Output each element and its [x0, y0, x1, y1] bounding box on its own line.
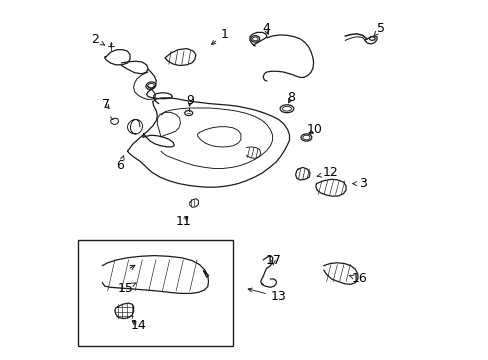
Text: 17: 17 — [265, 255, 281, 267]
Text: 12: 12 — [317, 166, 338, 179]
Text: 10: 10 — [306, 123, 322, 136]
Text: 3: 3 — [352, 177, 366, 190]
Text: 6: 6 — [116, 156, 124, 172]
Text: 11: 11 — [175, 215, 191, 228]
Bar — [78, 240, 232, 346]
Text: 7: 7 — [102, 98, 110, 111]
Text: 15: 15 — [118, 282, 136, 294]
Text: 9: 9 — [186, 94, 194, 107]
Text: 2: 2 — [91, 33, 104, 46]
Text: 14: 14 — [130, 319, 146, 332]
Text: 5: 5 — [373, 22, 385, 35]
Text: 8: 8 — [287, 91, 295, 104]
Text: 16: 16 — [348, 273, 367, 285]
Text: 4: 4 — [262, 22, 269, 35]
Text: 1: 1 — [211, 28, 228, 45]
Text: 13: 13 — [247, 288, 286, 303]
